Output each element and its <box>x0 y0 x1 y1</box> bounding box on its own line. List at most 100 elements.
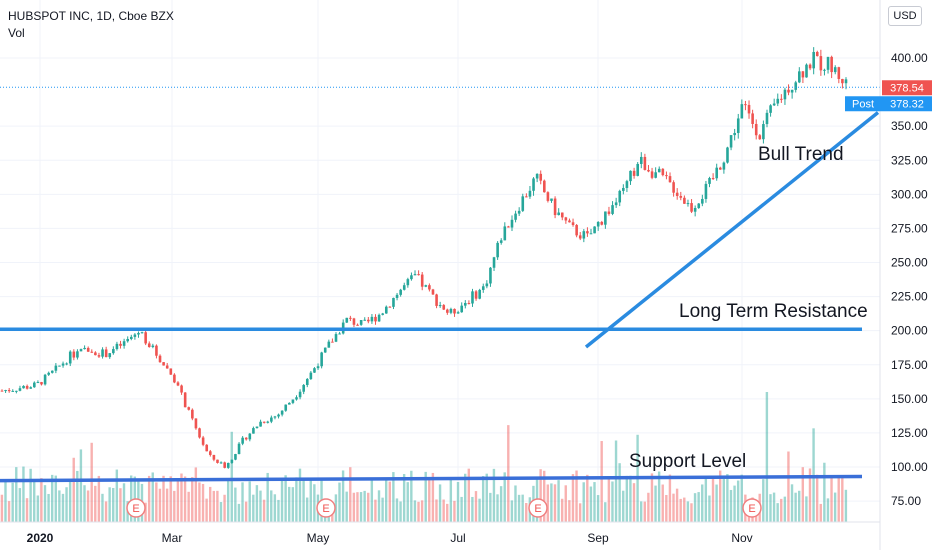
volume-bar <box>194 467 198 522</box>
volume-bar <box>284 475 287 522</box>
candle-body <box>147 343 151 348</box>
volume-bar <box>402 474 406 522</box>
support-line[interactable] <box>0 474 863 483</box>
earnings-event-icon[interactable]: E <box>126 498 146 518</box>
volume-bar <box>783 496 787 522</box>
volume-bar <box>413 500 417 522</box>
volume-bar <box>787 451 790 522</box>
candle-body <box>543 180 546 193</box>
volume-bar <box>155 482 158 522</box>
volume-bar <box>0 494 4 522</box>
earnings-event-icon[interactable]: E <box>316 498 336 518</box>
earnings-event-icon[interactable]: E <box>742 498 762 518</box>
candle-body <box>474 291 478 299</box>
candle-body <box>546 192 550 201</box>
volume-bar <box>7 501 11 522</box>
drawn-lines[interactable] <box>0 86 880 483</box>
candle-body <box>722 162 726 170</box>
candle-body <box>514 213 517 220</box>
candle-body <box>560 212 564 218</box>
volume-indicator-label[interactable]: Vol <box>8 26 25 40</box>
candle-body <box>535 173 539 179</box>
candle-body <box>4 390 7 392</box>
volume-bar <box>209 486 212 522</box>
candle-body <box>618 190 622 203</box>
x-tick-label: Mar <box>162 531 183 545</box>
bull-trend-line[interactable] <box>584 111 880 349</box>
volume-bar <box>485 473 488 522</box>
x-tick-label: Sep <box>587 531 609 545</box>
candle-body <box>776 98 780 104</box>
earnings-circle[interactable] <box>316 498 336 518</box>
grid-lines <box>0 0 880 522</box>
y-tick-label: 400.00 <box>891 51 928 65</box>
candle-body <box>751 113 754 124</box>
volume-bar <box>560 498 564 522</box>
bull-trend-label: Bull Trend <box>758 144 844 165</box>
candle-body <box>323 347 327 353</box>
volume-bar <box>273 494 277 522</box>
post-price-tag[interactable] <box>845 96 932 112</box>
volume-bar <box>708 495 711 522</box>
earnings-letter[interactable]: E <box>534 503 541 515</box>
earnings-circle[interactable] <box>742 498 762 518</box>
volume-bar <box>604 502 607 522</box>
volume-bar <box>618 463 621 522</box>
volume-bar <box>614 440 618 522</box>
volume-bar <box>772 492 776 522</box>
candle-body <box>589 233 593 235</box>
volume-bar <box>97 475 101 522</box>
candle-body <box>413 274 417 276</box>
candle-body <box>657 168 661 173</box>
candle-body <box>284 404 288 411</box>
post-price-label: 378.32 <box>890 98 924 110</box>
volume-bar <box>632 483 636 522</box>
candle-body <box>219 462 223 464</box>
earnings-letter[interactable]: E <box>322 503 329 515</box>
candle-body <box>686 203 690 205</box>
candle-body <box>363 319 367 321</box>
volume-bar <box>801 467 805 522</box>
volume-bar <box>234 487 237 522</box>
candle-body <box>158 355 162 363</box>
earnings-letter[interactable]: E <box>748 503 755 515</box>
candle-body <box>769 105 772 113</box>
volume-bar <box>255 485 259 522</box>
candle-body <box>352 318 356 325</box>
earnings-circle[interactable] <box>528 498 548 518</box>
candle-body <box>815 51 819 57</box>
currency-button[interactable]: USD <box>888 6 922 26</box>
candle-body <box>295 397 298 400</box>
volume-bar <box>690 503 693 522</box>
earnings-circle[interactable] <box>126 498 146 518</box>
volume-bar <box>363 490 366 522</box>
candle-body <box>356 324 359 326</box>
candle-body <box>438 305 442 307</box>
candle-body <box>665 175 668 177</box>
volume-bar <box>668 474 672 522</box>
volume-bar <box>729 489 733 522</box>
symbol-title[interactable]: HUBSPOT INC, 1D, Cboe BZX <box>8 9 174 23</box>
volume-bar <box>794 492 797 522</box>
candle-body <box>7 390 11 392</box>
candle-body <box>593 226 596 234</box>
candle-body <box>25 385 29 389</box>
earnings-letter[interactable]: E <box>132 503 139 515</box>
volume-bar <box>22 466 25 522</box>
candle-body <box>108 353 112 358</box>
y-tick-label: 350.00 <box>891 119 928 133</box>
volume-bar <box>291 487 295 522</box>
candle-body <box>787 89 790 93</box>
x-tick-label: 2020 <box>27 531 54 545</box>
candle-body <box>532 178 535 191</box>
candle-body <box>744 104 747 106</box>
volume-bar <box>438 484 442 522</box>
y-tick-label: 125.00 <box>891 426 928 440</box>
volume-bar <box>510 500 514 522</box>
y-tick-label: 300.00 <box>891 187 928 201</box>
volume-bar <box>629 475 632 522</box>
earnings-event-icon[interactable]: E <box>528 498 548 518</box>
volume-bar <box>68 481 72 522</box>
